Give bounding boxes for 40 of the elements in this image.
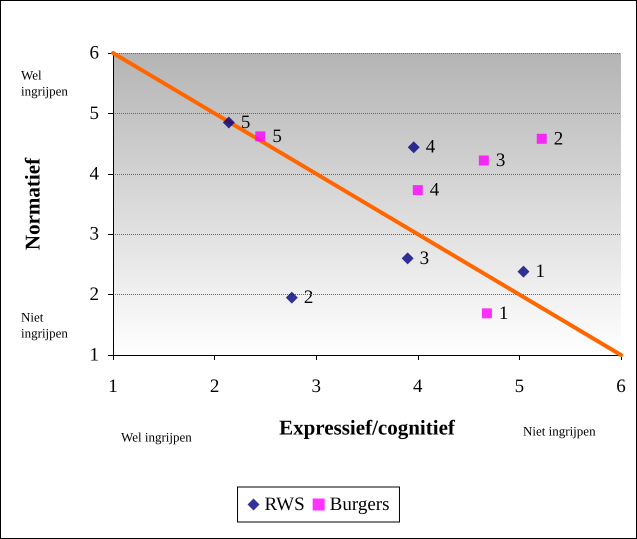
annotation: 2 (304, 287, 314, 308)
x-tick-label: 1 (108, 376, 118, 397)
point (517, 266, 530, 278)
y-tick-label: 4 (90, 163, 100, 184)
legend-label: Burgers (330, 494, 390, 515)
y-tick-label: 3 (90, 224, 99, 245)
y-axis-title: Normatief (20, 156, 44, 250)
point (536, 134, 547, 144)
x-tick-label: 5 (514, 376, 524, 397)
x-tick-label: 6 (616, 376, 626, 397)
point (478, 156, 489, 166)
point (255, 131, 266, 142)
annotation: 4 (430, 180, 440, 201)
annotation: 3 (496, 150, 506, 172)
legend-label: RWS (264, 494, 305, 515)
text: Wel ingrijpen (21, 68, 68, 98)
point (222, 116, 235, 128)
point (402, 252, 414, 264)
annotation: 1 (535, 261, 545, 282)
point (482, 308, 492, 318)
annotation: 2 (554, 128, 564, 150)
x-tick-label: 2 (210, 376, 220, 397)
x-axis-title: Expressief/cognitief (279, 416, 456, 440)
annotation: 5 (272, 126, 282, 147)
x-tick-label: 4 (413, 376, 424, 397)
point (286, 292, 298, 304)
text: Wel ingrijpen (121, 430, 192, 444)
annotation: 5 (240, 112, 250, 133)
annotation: 4 (426, 136, 436, 158)
annotation: 3 (420, 248, 430, 269)
text: Niet ingrijpen (21, 310, 68, 340)
x-tick-label: 3 (311, 376, 321, 397)
text: Niet ingrijpen (523, 424, 596, 438)
y-tick-label: 1 (90, 344, 99, 366)
point (412, 185, 423, 196)
y-tick-label: 2 (90, 284, 99, 306)
annotation: 1 (498, 302, 508, 324)
y-tick-label: 5 (90, 102, 99, 124)
y-tick-label: 6 (90, 42, 99, 64)
point (408, 141, 420, 154)
